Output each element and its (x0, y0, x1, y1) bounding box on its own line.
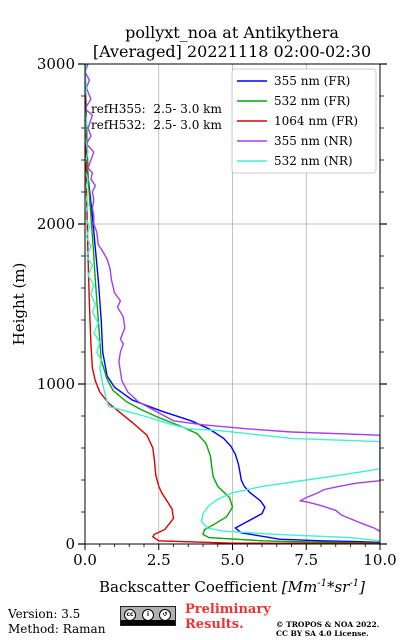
legend: 355 nm (FR) 532 nm (FR) 1064 nm (FR) 355 nm… (231, 68, 377, 174)
preliminary-text: Preliminary Results. (185, 602, 285, 632)
series-line-1 (85, 64, 380, 544)
legend-label-1: 532 nm (FR) (274, 94, 350, 108)
x-tick-label: 5.0 (221, 551, 245, 569)
legend-box (231, 68, 377, 174)
cc-icon: cc (124, 609, 136, 621)
y-tick-label: 0 (65, 535, 75, 553)
annotation-refh532: refH532: 2.5- 3.0 km (91, 118, 222, 132)
x-tick-label: 0.0 (73, 551, 97, 569)
legend-label-0: 355 nm (FR) (274, 74, 350, 88)
y-tick-label: 2000 (37, 215, 75, 233)
method-text: Method: Raman (8, 622, 106, 636)
license-line1: © TROPOS & NOA 2022. (276, 620, 380, 629)
y-tick-label: 3000 (37, 55, 75, 73)
annotation-refh355: refH355: 2.5- 3.0 km (91, 102, 222, 116)
preliminary-line2: Results. (185, 617, 244, 632)
series-line-4 (85, 64, 380, 542)
y-tick-label: 1000 (37, 375, 75, 393)
y-axis-label: Height (m) (10, 263, 28, 346)
legend-label-4: 532 nm (NR) (274, 154, 353, 168)
preliminary-line1: Preliminary (185, 602, 271, 617)
x-axis-label-unit: [Mm-1*sr-1] (282, 578, 365, 596)
legend-label-3: 355 nm (NR) (274, 134, 353, 148)
cc-license-badge: cc i ↺ (120, 606, 176, 626)
x-tick-label: 10.0 (363, 551, 396, 569)
x-axis-label: Backscatter Coefficient [Mm-1*sr-1] (99, 578, 365, 596)
legend-label-2: 1064 nm (FR) (274, 114, 358, 128)
chart-title-line1: pollyxt_noa at Antikythera (125, 23, 339, 42)
x-tick-label: 7.5 (294, 551, 318, 569)
series-line-0 (85, 64, 380, 544)
series-line-3 (85, 64, 380, 532)
license-text: © TROPOS & NOA 2022. CC BY SA 4.0 Licens… (276, 620, 396, 638)
x-tick-label: 2.5 (147, 551, 171, 569)
x-axis-label-prefix: Backscatter Coefficient (99, 578, 282, 596)
series-layer (85, 64, 380, 544)
chart-title-line2: [Averaged] 20221118 02:00-02:30 (93, 42, 371, 61)
version-text: Version: 3.5 (8, 607, 81, 621)
badge-bar (121, 620, 175, 625)
series-line-2 (85, 64, 380, 544)
license-line2: CC BY SA 4.0 License. (276, 629, 369, 638)
tick-layer: 0.0 2.5 5.0 7.5 10.0 0 1000 2000 3000 (37, 55, 397, 569)
